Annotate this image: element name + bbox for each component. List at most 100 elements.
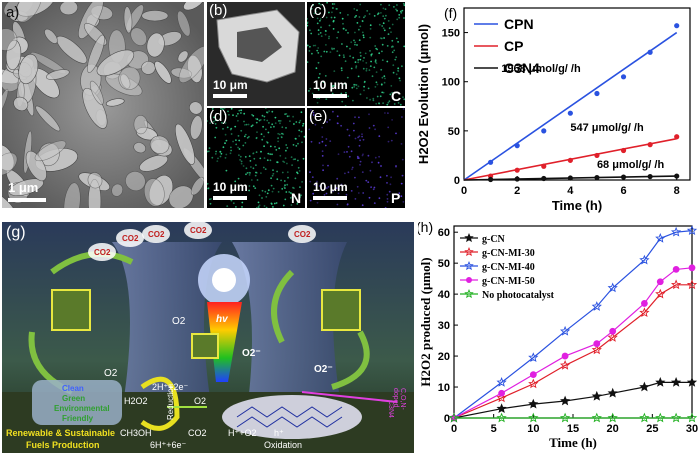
- data-point: [647, 49, 653, 55]
- element-dot: [225, 169, 228, 172]
- series-line: [453, 267, 693, 419]
- element-dot: [341, 100, 344, 103]
- element-dot: [354, 43, 356, 46]
- sem-flake: [59, 2, 78, 16]
- element-dot: [255, 151, 258, 153]
- element-dot: [316, 180, 318, 183]
- element-dot: [263, 205, 266, 207]
- element-dot: [363, 57, 365, 59]
- element-dot: [227, 110, 229, 113]
- element-dot: [357, 157, 359, 159]
- element-dot: [400, 195, 403, 198]
- co2-label: CO2: [148, 230, 165, 239]
- element-dot: [223, 108, 226, 110]
- element-dot: [295, 145, 298, 147]
- element-dot: [393, 6, 395, 8]
- element-dot: [300, 130, 303, 133]
- co2-cloud: [88, 243, 116, 261]
- element-dot: [400, 182, 403, 185]
- element-dot: [359, 25, 362, 28]
- data-point: [655, 377, 666, 387]
- element-dot: [263, 115, 266, 118]
- data-point: [559, 325, 571, 336]
- clean-label: Clean: [62, 384, 84, 393]
- element-dot: [359, 58, 362, 61]
- element-dot: [395, 56, 398, 59]
- x-tick-label: 25: [646, 423, 658, 435]
- element-dot: [353, 83, 355, 86]
- element-dot: [320, 3, 322, 6]
- element-dot: [393, 49, 396, 52]
- element-dot: [249, 172, 251, 174]
- element-dot: [373, 186, 376, 189]
- element-dot: [292, 144, 295, 146]
- chart-h: 0 5 10 15 20 25 30 0 10 20 30 40 50 60 Time (h) H2O2 pr…: [418, 219, 698, 450]
- element-dot: [401, 158, 404, 161]
- element-dot: [239, 155, 242, 158]
- series-line: [453, 284, 692, 419]
- element-dot: [340, 92, 343, 95]
- element-dot: [361, 135, 363, 138]
- element-dot: [363, 81, 366, 84]
- data-point: [561, 352, 569, 360]
- element-dot: [361, 154, 364, 157]
- element-dot: [215, 150, 217, 153]
- element-dot: [300, 111, 303, 114]
- element-dot: [298, 135, 301, 137]
- element-dot: [277, 191, 280, 193]
- element-dot: [302, 157, 305, 160]
- element-dot: [369, 24, 372, 27]
- element-dot: [335, 187, 338, 189]
- element-dot: [214, 136, 217, 139]
- element-dot: [260, 172, 262, 174]
- element-dot: [235, 143, 238, 146]
- element-dot: [369, 50, 371, 52]
- element-dot: [308, 90, 310, 92]
- element-dot: [274, 122, 277, 125]
- element-dot: [307, 24, 309, 27]
- y-tick-label: 150: [442, 28, 460, 40]
- element-dot: [279, 122, 281, 125]
- element-dot: [323, 8, 326, 11]
- element-dot: [291, 195, 294, 198]
- element-dot: [285, 127, 287, 129]
- element-dot: [349, 47, 351, 50]
- element-dot: [244, 124, 246, 126]
- element-dot: [391, 51, 394, 54]
- element-dot: [256, 179, 259, 181]
- element-dot: [316, 22, 319, 25]
- element-dot: [317, 61, 320, 64]
- sem-flake: [87, 34, 105, 73]
- element-dot: [378, 23, 381, 26]
- element-dot: [358, 16, 361, 18]
- y-axis-label: H2O2 Evolution (μmol): [416, 24, 431, 164]
- element-dot: [214, 123, 217, 125]
- element-dot: [395, 37, 398, 40]
- element-dot: [354, 137, 357, 140]
- element-dot: [383, 75, 386, 78]
- element-dot: [320, 26, 322, 29]
- element-dot: [359, 160, 362, 163]
- element-dot: [344, 172, 346, 175]
- element-dot: [234, 125, 237, 128]
- element-dot: [372, 124, 375, 127]
- element-dot: [362, 34, 365, 37]
- element-dot: [357, 85, 360, 88]
- element-dot: [328, 35, 330, 38]
- data-point: [496, 377, 507, 387]
- element-dot: [314, 184, 317, 186]
- element-dot: [355, 87, 358, 90]
- element-dot: [403, 98, 405, 101]
- element-dot: [398, 14, 401, 16]
- element-dot: [290, 156, 293, 158]
- element-dot: [271, 123, 274, 126]
- element-dot: [368, 127, 371, 129]
- element-dot: [266, 159, 269, 162]
- element-dot: [296, 203, 299, 205]
- element-dot: [354, 116, 356, 119]
- element-dot: [279, 154, 282, 157]
- element-dot: [313, 12, 316, 15]
- element-dot: [269, 153, 272, 156]
- element-dot: [369, 98, 371, 101]
- data-point: [670, 412, 682, 423]
